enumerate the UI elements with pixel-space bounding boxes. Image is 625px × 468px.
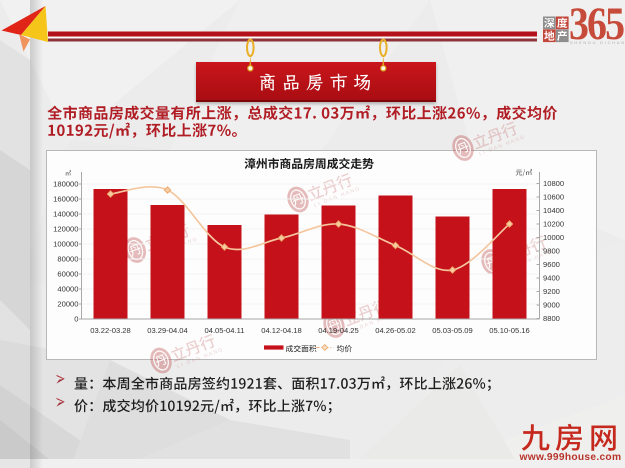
- svg-text:20000: 20000: [57, 300, 78, 309]
- svg-text:140000: 140000: [53, 210, 78, 219]
- svg-text:160000: 160000: [53, 195, 78, 204]
- svg-text:10800: 10800: [543, 179, 564, 188]
- svg-text:05.10-05.16: 05.10-05.16: [489, 326, 530, 335]
- svg-text:100000: 100000: [53, 240, 78, 249]
- svg-text:04.26-05.02: 04.26-05.02: [375, 326, 416, 335]
- svg-text:03.22-03.28: 03.22-03.28: [90, 326, 131, 335]
- svg-text:180000: 180000: [53, 180, 78, 189]
- svg-text:05.03-05.09: 05.03-05.09: [432, 326, 473, 335]
- svg-text:9800: 9800: [543, 247, 560, 256]
- svg-text:10600: 10600: [543, 193, 564, 202]
- svg-text:10400: 10400: [543, 206, 564, 215]
- svg-text:10200: 10200: [543, 220, 564, 229]
- svg-text:9600: 9600: [543, 260, 560, 269]
- svg-text:80000: 80000: [57, 255, 78, 264]
- svg-text:9000: 9000: [543, 301, 560, 310]
- svg-text:9400: 9400: [543, 274, 560, 283]
- svg-text:04.05-04.11: 04.05-04.11: [205, 326, 245, 335]
- svg-text:10000: 10000: [543, 233, 564, 242]
- svg-text:04.12-04.18: 04.12-04.18: [261, 326, 302, 335]
- svg-text:8800: 8800: [543, 314, 560, 323]
- svg-text:9200: 9200: [543, 287, 560, 296]
- svg-text:120000: 120000: [53, 225, 78, 234]
- svg-text:0: 0: [74, 315, 78, 324]
- svg-text:40000: 40000: [57, 285, 78, 294]
- svg-text:04.19-04.25: 04.19-04.25: [318, 326, 359, 335]
- svg-text:60000: 60000: [57, 270, 78, 279]
- svg-text:03.29-04.04: 03.29-04.04: [147, 326, 188, 335]
